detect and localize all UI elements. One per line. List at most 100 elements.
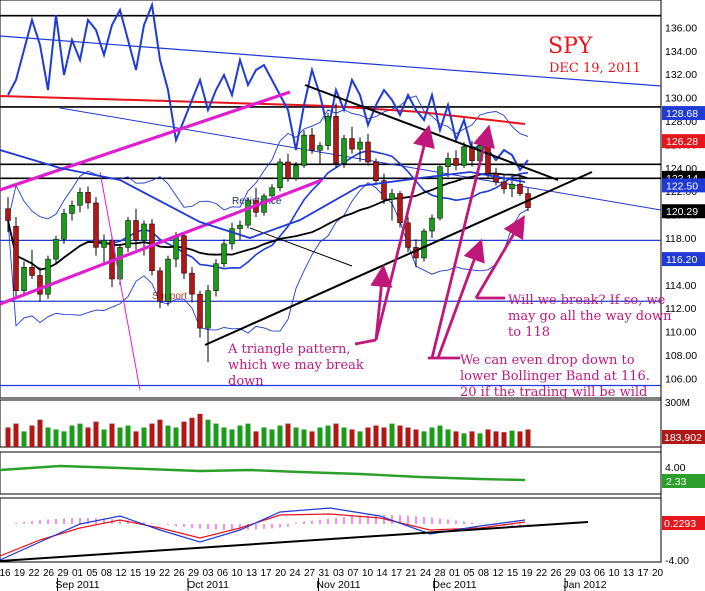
volume-bar bbox=[237, 425, 243, 447]
candle-down bbox=[517, 183, 523, 194]
candle-down bbox=[285, 161, 291, 179]
candle-down bbox=[453, 158, 459, 166]
candle-up bbox=[293, 165, 299, 179]
date-tick-label: 17 bbox=[391, 568, 403, 579]
date-tick-label: 08 bbox=[478, 568, 490, 579]
candle-up bbox=[141, 223, 147, 241]
volume-bar bbox=[293, 427, 299, 447]
candle-down bbox=[93, 202, 99, 248]
candle-down bbox=[13, 226, 19, 291]
candle-up bbox=[429, 217, 435, 232]
candle-up bbox=[221, 243, 227, 265]
month-label: Oct 2011 bbox=[187, 579, 229, 591]
bollinger-lower bbox=[7, 182, 529, 334]
volume-bar bbox=[13, 423, 19, 447]
volume-top-label: 300M bbox=[665, 398, 690, 409]
date-tick-label: 10 bbox=[362, 568, 374, 579]
price-tag-label: 122.50 bbox=[666, 180, 698, 192]
volume-bar bbox=[221, 427, 227, 447]
date-tick-label: 31 bbox=[318, 568, 330, 579]
date-tick-label: 06 bbox=[594, 568, 606, 579]
volume-bar bbox=[173, 427, 179, 447]
candle-down bbox=[333, 116, 339, 164]
date-tick-label: 26 bbox=[173, 568, 185, 579]
annotation-arrow bbox=[370, 264, 393, 341]
volume-bar bbox=[5, 427, 11, 447]
annotation-line: Will we break? If so, we bbox=[508, 293, 666, 308]
annotation-arrow bbox=[374, 124, 435, 341]
volume-bar bbox=[117, 427, 123, 447]
date-tick-label: 21 bbox=[405, 568, 417, 579]
volume-bar bbox=[189, 417, 195, 447]
candle-down bbox=[501, 181, 507, 190]
date-tick-label: 05 bbox=[86, 568, 98, 579]
volume-bar bbox=[197, 413, 203, 447]
candle-down bbox=[29, 267, 35, 276]
volume-bar bbox=[309, 431, 315, 447]
price-tick-label: 134.00 bbox=[665, 46, 697, 58]
volume-bar bbox=[453, 431, 459, 447]
date-tick-label: 01 bbox=[449, 568, 461, 579]
macd-line bbox=[0, 507, 526, 561]
indicator-frame bbox=[0, 451, 662, 495]
date-tick-label: 24 bbox=[420, 568, 432, 579]
volume-bar bbox=[509, 430, 515, 447]
candle-up bbox=[445, 158, 451, 167]
volume-bar bbox=[85, 427, 91, 447]
candle-up bbox=[53, 238, 59, 260]
candle-up bbox=[421, 230, 427, 259]
volume-bar bbox=[333, 423, 339, 447]
date-tick-label: 07 bbox=[347, 568, 359, 579]
macd-trendline bbox=[0, 521, 589, 562]
date-tick-label: 05 bbox=[463, 568, 475, 579]
candle-up bbox=[509, 183, 515, 190]
date-tick-label: 17 bbox=[637, 568, 649, 579]
volume-bar bbox=[165, 425, 171, 447]
volume-bar bbox=[301, 429, 307, 447]
magenta-thin-line bbox=[99, 171, 141, 391]
volume-bar bbox=[493, 431, 499, 447]
volume-bar bbox=[501, 432, 507, 447]
price-tick-label: 110.00 bbox=[665, 327, 696, 339]
candle-up bbox=[437, 166, 443, 219]
volume-bar bbox=[421, 431, 427, 447]
volume-bar bbox=[397, 425, 403, 447]
volume-bar bbox=[133, 431, 139, 447]
annotation-line: A triangle pattern, bbox=[228, 342, 351, 357]
price-tick-label: 112.00 bbox=[665, 303, 696, 315]
annotation-line: lower Bollinger Band at 116. bbox=[460, 369, 650, 384]
macd-signal-line bbox=[0, 513, 526, 557]
volume-bar bbox=[365, 427, 371, 447]
date-tick-label: 13 bbox=[246, 568, 258, 579]
price-tag-label: 126.28 bbox=[666, 136, 698, 148]
volume-bar bbox=[125, 425, 131, 447]
candle-up bbox=[317, 145, 323, 151]
candle-up bbox=[245, 200, 251, 226]
volume-bar bbox=[405, 427, 411, 447]
date-tick-label: 19 bbox=[521, 568, 533, 579]
date-tick-label: 22 bbox=[536, 568, 548, 579]
annotation-arrow bbox=[430, 124, 495, 359]
volume-bar bbox=[341, 427, 347, 447]
candle-up bbox=[461, 146, 467, 166]
volume-bar bbox=[253, 431, 259, 447]
candle-up bbox=[389, 193, 395, 200]
candle-down bbox=[189, 272, 195, 295]
annotation-breakout: Will we break? If so, we may go all the … bbox=[508, 293, 671, 341]
price-tag-label: 128.68 bbox=[666, 108, 698, 120]
annotation-line: which we may break bbox=[228, 358, 364, 373]
candle-up bbox=[325, 116, 331, 146]
month-label: Jan 2012 bbox=[563, 579, 606, 591]
date-tick-label: 01 bbox=[72, 568, 84, 579]
candle-up bbox=[301, 134, 307, 166]
price-tag-label: 120.29 bbox=[666, 206, 698, 218]
date-tick-label: 29 bbox=[565, 568, 577, 579]
volume-bar bbox=[53, 429, 59, 447]
candle-down bbox=[197, 293, 203, 329]
date-tick-label: 19 bbox=[14, 568, 26, 579]
month-label: Sep 2011 bbox=[55, 579, 99, 591]
price-tag bbox=[662, 204, 705, 219]
volume-bar bbox=[109, 423, 115, 447]
volume-bar bbox=[157, 419, 163, 447]
price-tag bbox=[662, 134, 705, 149]
